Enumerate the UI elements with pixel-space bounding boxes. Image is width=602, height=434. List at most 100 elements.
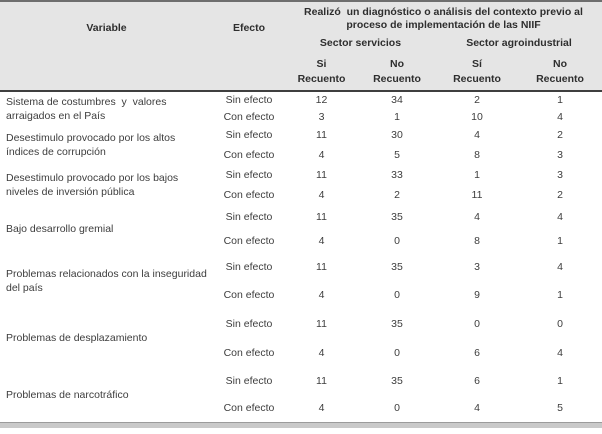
effect-cell: Sin efecto <box>225 129 273 141</box>
value-cell: 30 <box>391 129 403 141</box>
value-cell: 6 <box>474 346 480 359</box>
subcolumn-measure: Recuento <box>373 73 421 85</box>
table-row-group: Problemas de desplazamiento Sin efecto 1… <box>0 309 602 367</box>
value-cell: 11 <box>471 189 483 201</box>
value-cell: 11 <box>316 169 327 181</box>
table-row-group: Problemas de narcotráfico Sin efecto 11 … <box>0 367 602 422</box>
subcolumn-header-si-agroindustrial: Sí Recuento <box>436 54 518 90</box>
value-cell: 4 <box>318 235 325 247</box>
column-header-efecto: Efecto <box>232 22 266 34</box>
value-cell: 0 <box>474 317 480 330</box>
value-cell: 9 <box>474 289 480 301</box>
value-cell: 6 <box>474 374 480 387</box>
subcolumn-header-si-servicios: Si Recuento <box>285 54 358 90</box>
value-cell: 4 <box>318 346 325 359</box>
table-row-group: Sistema de costumbres y valores arraigad… <box>0 92 602 125</box>
effect-cell: Con efecto <box>223 289 275 301</box>
subcolumn-answer: No <box>390 58 404 70</box>
value-cell: 35 <box>391 211 403 223</box>
value-cell: 1 <box>557 94 563 107</box>
spanning-title: Realizó un diagnóstico o análisis del co… <box>304 6 586 31</box>
effect-cell: Con efecto <box>223 149 275 161</box>
value-cell: 10 <box>471 110 483 123</box>
value-cell: 11 <box>316 211 327 223</box>
effect-cell: Sin efecto <box>225 374 273 387</box>
value-cell: 3 <box>557 169 563 181</box>
value-cell: 8 <box>474 149 480 161</box>
value-cell: 1 <box>474 169 480 181</box>
variable-cell: Sistema de costumbres y valores arraigad… <box>6 95 170 122</box>
value-cell: 35 <box>391 374 403 387</box>
value-cell: 4 <box>557 211 563 223</box>
value-cell: 35 <box>391 317 403 330</box>
value-cell: 3 <box>557 149 563 161</box>
table-body: Sistema de costumbres y valores arraigad… <box>0 92 602 422</box>
table-bottom-band <box>0 423 602 428</box>
value-cell: 4 <box>557 110 563 123</box>
effect-cell: Con efecto <box>223 189 275 201</box>
subcolumn-answer: Si <box>316 58 327 70</box>
subcolumn-measure: Recuento <box>453 73 501 85</box>
value-cell: 4 <box>318 402 325 415</box>
value-cell: 2 <box>557 189 563 201</box>
column-group-sector-servicios: Sector servicios <box>319 37 402 49</box>
value-cell: 11 <box>316 374 327 387</box>
value-cell: 12 <box>315 94 328 107</box>
effect-cell: Sin efecto <box>225 169 273 181</box>
table-row-group: Problemas relacionados con la insegurida… <box>0 253 602 309</box>
variable-cell: Desestimulo provocado por los bajos nive… <box>6 172 182 198</box>
effect-cell: Con efecto <box>223 110 275 123</box>
value-cell: 4 <box>557 261 563 273</box>
value-cell: 4 <box>474 402 480 415</box>
effect-cell: Sin efecto <box>225 261 273 273</box>
value-cell: 0 <box>394 235 400 247</box>
value-cell: 1 <box>557 289 563 301</box>
subcolumn-answer: No <box>553 58 567 70</box>
value-cell: 33 <box>391 169 403 181</box>
value-cell: 4 <box>318 149 325 161</box>
value-cell: 1 <box>394 110 400 123</box>
subcolumn-header-no-servicios: No Recuento <box>358 54 436 90</box>
value-cell: 0 <box>557 317 563 330</box>
value-cell: 1 <box>557 235 563 247</box>
value-cell: 5 <box>394 149 400 161</box>
value-cell: 3 <box>318 110 325 123</box>
subcolumn-answer: Sí <box>472 58 482 70</box>
value-cell: 5 <box>557 402 563 415</box>
subcolumn-measure: Recuento <box>297 73 346 85</box>
value-cell: 11 <box>316 129 327 141</box>
table-row-group: Desestimulo provocado por los altos índi… <box>0 125 602 165</box>
variable-cell: Bajo desarrollo gremial <box>6 223 114 235</box>
value-cell: 2 <box>557 129 563 141</box>
subcolumn-measure: Recuento <box>536 73 584 85</box>
table-row-group: Desestimulo provocado por los bajos nive… <box>0 165 602 205</box>
variable-cell: Desestimulo provocado por los altos índi… <box>6 132 179 158</box>
effect-cell: Sin efecto <box>225 94 273 107</box>
subcolumn-header-no-agroindustrial: No Recuento <box>518 54 602 90</box>
value-cell: 2 <box>394 189 400 201</box>
value-cell: 1 <box>557 374 563 387</box>
value-cell: 4 <box>474 211 480 223</box>
value-cell: 11 <box>316 261 327 273</box>
column-header-variable: Variable <box>86 22 127 34</box>
value-cell: 2 <box>474 94 480 107</box>
value-cell: 35 <box>391 261 403 273</box>
table-row-group: Bajo desarrollo gremial Sin efecto 11 35… <box>0 205 602 253</box>
effect-cell: Sin efecto <box>225 317 273 330</box>
effect-cell: Sin efecto <box>225 211 273 223</box>
value-cell: 4 <box>318 189 325 201</box>
variable-cell: Problemas de desplazamiento <box>6 332 148 344</box>
value-cell: 3 <box>474 261 480 273</box>
effect-cell: Con efecto <box>223 235 275 247</box>
value-cell: 4 <box>557 346 563 359</box>
value-cell: 34 <box>391 94 403 107</box>
value-cell: 0 <box>394 289 400 301</box>
variable-cell: Problemas relacionados con la insegurida… <box>6 268 210 294</box>
effect-cell: Con efecto <box>223 346 275 359</box>
table-bottom-rule <box>0 422 602 423</box>
value-cell: 4 <box>318 289 325 301</box>
variable-cell: Problemas de narcotráfico <box>6 388 129 401</box>
column-group-sector-agroindustrial: Sector agroindustrial <box>466 37 572 49</box>
